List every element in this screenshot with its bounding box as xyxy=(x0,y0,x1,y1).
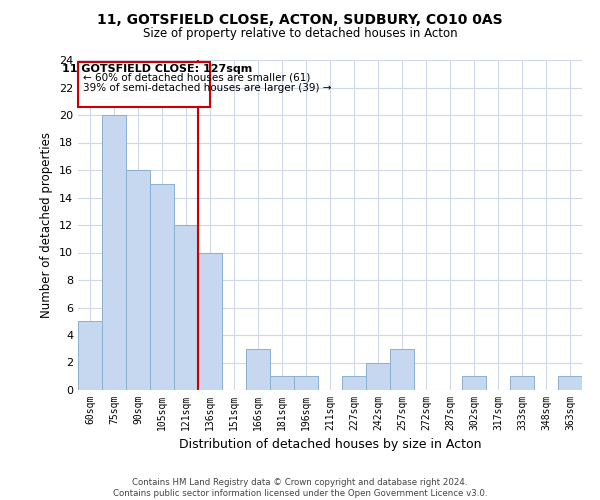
Text: 11 GOTSFIELD CLOSE: 127sqm: 11 GOTSFIELD CLOSE: 127sqm xyxy=(62,64,253,74)
Bar xyxy=(246,349,270,390)
Bar xyxy=(174,225,198,390)
Bar xyxy=(198,252,222,390)
Y-axis label: Number of detached properties: Number of detached properties xyxy=(40,132,53,318)
Bar xyxy=(366,362,390,390)
Bar xyxy=(78,322,102,390)
Bar xyxy=(150,184,174,390)
X-axis label: Distribution of detached houses by size in Acton: Distribution of detached houses by size … xyxy=(179,438,481,452)
Bar xyxy=(462,376,486,390)
Bar xyxy=(102,115,126,390)
Bar xyxy=(390,349,414,390)
Bar xyxy=(342,376,366,390)
Text: 39% of semi-detached houses are larger (39) →: 39% of semi-detached houses are larger (… xyxy=(83,84,331,94)
Text: ← 60% of detached houses are smaller (61): ← 60% of detached houses are smaller (61… xyxy=(83,72,310,83)
Text: Contains HM Land Registry data © Crown copyright and database right 2024.
Contai: Contains HM Land Registry data © Crown c… xyxy=(113,478,487,498)
Bar xyxy=(558,376,582,390)
Bar xyxy=(126,170,150,390)
Bar xyxy=(294,376,318,390)
Bar xyxy=(510,376,534,390)
FancyBboxPatch shape xyxy=(79,62,211,107)
Bar xyxy=(270,376,294,390)
Text: Size of property relative to detached houses in Acton: Size of property relative to detached ho… xyxy=(143,28,457,40)
Text: 11, GOTSFIELD CLOSE, ACTON, SUDBURY, CO10 0AS: 11, GOTSFIELD CLOSE, ACTON, SUDBURY, CO1… xyxy=(97,12,503,26)
